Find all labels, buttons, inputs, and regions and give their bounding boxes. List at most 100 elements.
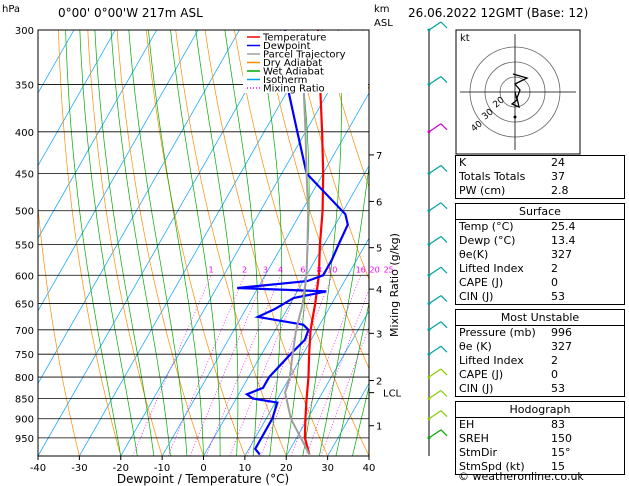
datetime-title: 26.06.2022 12GMT (Base: 12) [408,6,588,20]
mixing-ratio-labels: 1 2 3 4 6 8 10 16 20 25 [209,265,394,274]
wind-barb-point [427,375,431,379]
mixing-ratio-label: 4 [278,265,283,274]
mixing-ratio-line [167,275,245,456]
wind-barb-staff [428,295,442,305]
km-tick-label: 7 [376,151,382,162]
dry-adiabat-line [321,30,369,188]
most-unstable-box: Most Unstable Pressure (mb) 996 θe (K) 327… [455,309,625,397]
wind-barb-flag [440,236,448,243]
isotherm-line [38,30,282,456]
legend-label: Parcel Trajectory [263,50,346,61]
mixing-ratio-label: 3 [263,265,268,274]
x-tick-label: 0 [200,463,206,474]
pressure-tick-label: 850 [15,395,34,406]
wind-barb-flag [440,410,448,418]
isotherm-line [203,164,369,456]
hodograph-stats-row: SREH 150 [459,432,572,445]
isotherm-line [161,92,369,456]
surface-row: CIN (J) 53 [459,290,565,303]
mixing-ratio-label: 1 [209,265,214,274]
hodograph-stats-box: Hodograph EH 83 SREH 150 StmDir 15° StmSpd … [455,401,625,475]
hpa-unit-label: hPa [2,4,20,15]
legend-label: Dry Adiabat [263,58,322,69]
surface-row: Lifted Index 2 [459,262,558,275]
wind-barb-flag [440,202,448,210]
wind-barb-point [427,273,431,277]
mixing-ratio-label: 6 [300,265,305,274]
asl-unit-label: ASL [374,18,393,29]
hodograph-stats-title: Hodograph [456,402,624,418]
pressure-tick-label: 700 [15,326,34,337]
wind-barb-flag [440,321,448,329]
mixing-ratio-label: 2 [242,265,247,274]
mixing-ratio-label: 25 [384,265,394,274]
surface-title: Surface [456,204,624,220]
km-tick-label: 4 [376,285,382,296]
wind-barb-point [427,28,431,32]
pressure-tick-label: 800 [15,373,34,384]
wet-adiabat-line [94,30,155,456]
km-tick-label: 6 [376,197,382,208]
isotherm-line [327,382,369,456]
x-tick-label: -10 [154,463,170,474]
km-tick-label: 5 [376,244,382,255]
pressure-tick-label: 550 [15,241,34,252]
pressure-tick-label: 650 [15,300,34,311]
wind-barb-flag [440,165,448,172]
dry-adiabat-line [87,30,163,456]
wind-barb-flag [440,345,448,353]
legend-background [243,31,368,93]
wind-barb-point [427,209,431,213]
wind-barb-flag [440,429,448,437]
mixing-ratio-label: 8 [317,265,322,274]
hodograph-storm-point [513,115,517,119]
series-parcel-trajectory [284,30,311,456]
isotherm-line [38,30,240,385]
wind-barb-flag [440,390,448,397]
x-tick-label: 30 [321,463,334,474]
x-axis-ticks: -40 -30 -20 -10 0 10 20 30 40 [30,456,376,474]
km-tick-label: 3 [376,329,382,340]
dry-adiabat-line [146,30,246,456]
legend-label: Mixing Ratio [263,84,325,95]
pressure-tick-label: 350 [15,81,34,92]
x-tick-label: 10 [239,463,252,474]
wind-barb-point [427,396,431,400]
wind-barb-staff [428,21,442,31]
wind-barb-staff [428,389,442,399]
surface-box: Surface Temp (°C) 25.4 Dewp (°C) 13.4 θe(K… [455,203,625,305]
wind-barb-point [427,171,431,175]
wind-barb-staff [428,410,442,420]
hodograph-stats-row: StmSpd (kt) 15 [459,460,565,473]
wind-barb-staff [428,76,442,86]
isotherm-line [244,237,369,456]
wind-barb-point [427,352,431,356]
hodograph: kt 40 30 20 [455,29,581,155]
indices-box: K 24 Totals Totals 37 PW (cm) 2.8 [455,155,625,199]
legend-label: Isotherm [263,75,307,86]
surface-row: Temp (°C) 25.4 [459,220,576,233]
wind-barb-flag [440,266,448,274]
hodograph-unit-label: kt [460,33,470,44]
lcl-label: LCL [383,389,402,400]
isotherm-line [79,30,323,456]
pressure-tick-label: 300 [15,26,34,37]
wind-barb-staff [428,123,442,133]
mixing-ratio-line [132,275,212,456]
x-tick-label: 40 [363,463,376,474]
sounding-indices-panel: K 24 Totals Totals 37 PW (cm) 2.8 Surface T… [455,155,625,479]
pressure-tick-label: 500 [15,207,34,218]
km-axis: 1 2 3 4 5 6 7 LCL [369,151,402,433]
mixing-ratio-axis-title: Mixing Ratio (g/kg) [388,233,401,337]
wind-barb-point [427,436,431,440]
legend-label: Temperature [262,33,326,44]
most-unstable-row: CAPE (J) 0 [459,368,558,381]
most-unstable-row: θe (K) 327 [459,340,572,353]
wet-adiabat-line [79,30,138,456]
mixing-ratio-label: 16 [356,265,366,274]
series-dewpoint [237,30,349,456]
km-tick-label: 2 [376,377,382,388]
wind-barb-staff [428,345,442,355]
